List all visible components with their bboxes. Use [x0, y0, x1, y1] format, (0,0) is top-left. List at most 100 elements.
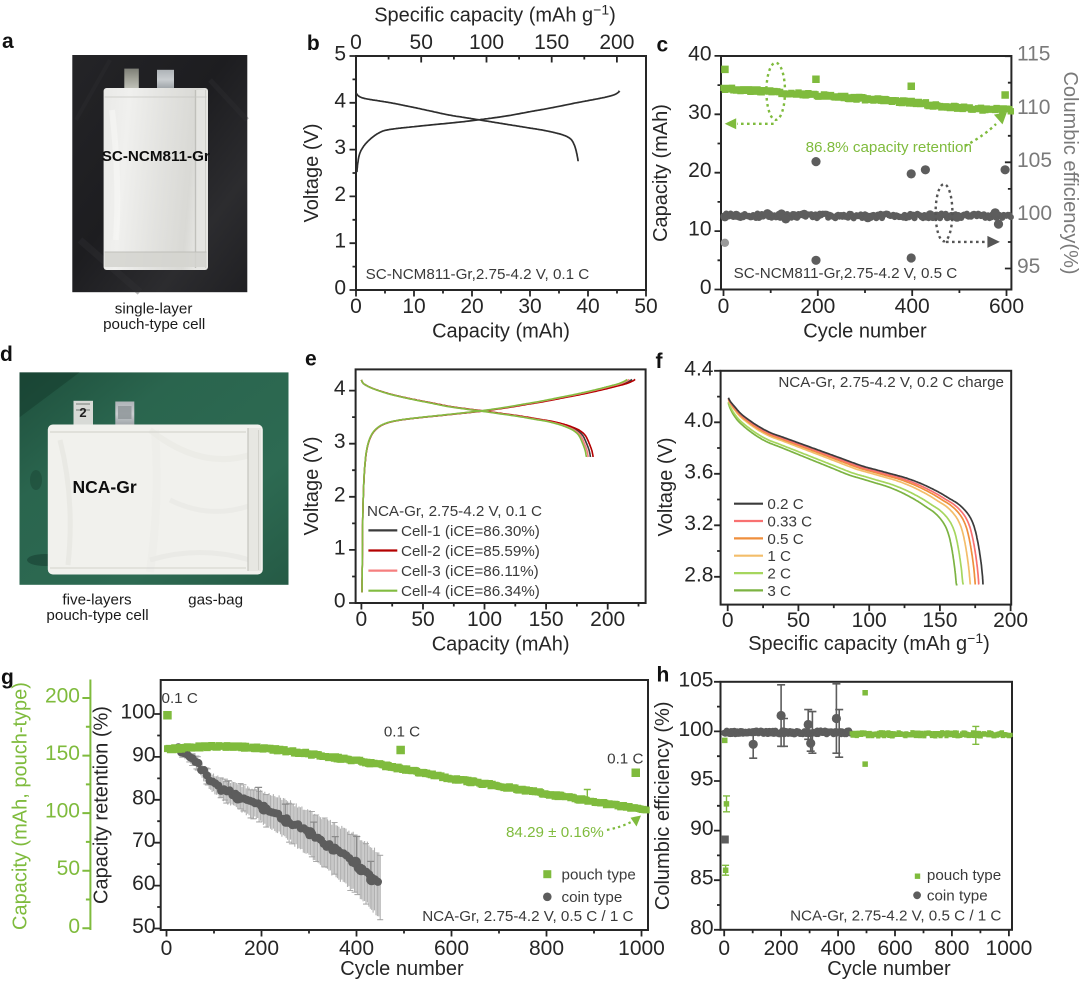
svg-text:0: 0 [356, 608, 368, 631]
svg-text:0: 0 [68, 915, 80, 938]
svg-text:50: 50 [787, 609, 810, 632]
svg-text:85: 85 [690, 867, 713, 890]
svg-text:e: e [305, 348, 317, 371]
svg-text:100: 100 [45, 800, 80, 823]
svg-text:100: 100 [678, 718, 713, 741]
svg-text:200: 200 [599, 31, 634, 54]
svg-text:5: 5 [334, 43, 346, 66]
svg-text:50: 50 [634, 295, 657, 318]
svg-text:50: 50 [132, 915, 155, 938]
svg-text:pouch-type cell: pouch-type cell [46, 607, 148, 624]
svg-text:600: 600 [989, 295, 1024, 318]
svg-text:3.2: 3.2 [684, 512, 713, 535]
svg-text:SC-NCM811-Gr,2.75-4.2 V, 0.5 C: SC-NCM811-Gr,2.75-4.2 V, 0.5 C [734, 265, 958, 282]
svg-text:50: 50 [57, 857, 80, 880]
svg-text:Columbic efficiency (%): Columbic efficiency (%) [652, 702, 674, 911]
svg-text:150: 150 [534, 31, 569, 54]
svg-text:84.29 ± 0.16%: 84.29 ± 0.16% [506, 824, 604, 841]
svg-text:40: 40 [688, 42, 711, 65]
svg-text:4: 4 [334, 89, 346, 112]
svg-text:Capacity (mAh): Capacity (mAh) [432, 321, 570, 343]
svg-text:600: 600 [434, 937, 469, 960]
svg-text:Columbic efficiency(%): Columbic efficiency(%) [1059, 71, 1080, 274]
svg-text:a: a [2, 30, 14, 53]
svg-text:115: 115 [1017, 43, 1050, 66]
svg-text:100: 100 [120, 701, 155, 724]
svg-text:3: 3 [334, 430, 346, 453]
svg-text:Cell-2 (iCE=85.59%): Cell-2 (iCE=85.59%) [401, 543, 540, 560]
svg-text:Specific capacity (mAh g−1): Specific capacity (mAh g−1) [748, 630, 990, 655]
svg-text:50: 50 [410, 31, 433, 54]
svg-text:80: 80 [132, 786, 155, 809]
svg-text:coin type: coin type [927, 888, 988, 905]
svg-text:200: 200 [45, 685, 80, 708]
svg-text:Capacity (mAh, pouch-type): Capacity (mAh, pouch-type) [10, 682, 32, 930]
svg-text:NCA-Gr: NCA-Gr [73, 477, 137, 497]
svg-text:86.8% capacity retention: 86.8% capacity retention [806, 139, 972, 156]
svg-text:150: 150 [45, 742, 80, 765]
svg-text:pouch type: pouch type [927, 867, 1001, 884]
svg-text:3: 3 [334, 136, 346, 159]
svg-text:20: 20 [460, 295, 483, 318]
svg-text:0: 0 [350, 31, 362, 54]
svg-text:Capacity (mAh): Capacity (mAh) [432, 634, 570, 656]
svg-text:0.5 C: 0.5 C [767, 531, 803, 548]
svg-text:Voltage (V): Voltage (V) [655, 438, 677, 537]
svg-text:200: 200 [244, 937, 279, 960]
svg-text:coin type: coin type [562, 889, 623, 906]
svg-text:800: 800 [934, 937, 969, 960]
svg-text:Cell-1 (iCE=86.30%): Cell-1 (iCE=86.30%) [401, 523, 540, 540]
svg-text:0: 0 [334, 590, 346, 613]
svg-text:2: 2 [334, 183, 346, 206]
svg-text:60: 60 [132, 872, 155, 895]
svg-text:SC-NCM811-Gr,2.75-4.2 V, 0.1 C: SC-NCM811-Gr,2.75-4.2 V, 0.1 C [366, 266, 590, 283]
svg-text:NCA-Gr, 2.75-4.2 V, 0.1 C: NCA-Gr, 2.75-4.2 V, 0.1 C [367, 503, 542, 520]
svg-text:90: 90 [690, 817, 713, 840]
svg-text:105: 105 [1017, 149, 1052, 172]
svg-text:five-layers: five-layers [62, 591, 132, 608]
svg-text:NCA-Gr, 2.75-4.2 V, 0.2 C char: NCA-Gr, 2.75-4.2 V, 0.2 C charge [778, 374, 1004, 391]
svg-text:f: f [656, 350, 664, 373]
svg-text:80: 80 [690, 916, 713, 939]
svg-text:40: 40 [576, 295, 599, 318]
svg-text:4.0: 4.0 [684, 409, 713, 432]
svg-text:50: 50 [411, 608, 434, 631]
svg-text:Specific capacity (mAh g−1): Specific capacity (mAh g−1) [374, 2, 616, 27]
svg-text:2.8: 2.8 [684, 563, 713, 586]
svg-text:1: 1 [334, 536, 346, 559]
svg-text:200: 200 [800, 295, 835, 318]
svg-text:2: 2 [334, 483, 346, 506]
svg-text:Voltage (V): Voltage (V) [301, 437, 323, 536]
svg-text:Cycle number: Cycle number [803, 321, 927, 343]
svg-text:SC-NCM811-Gr: SC-NCM811-Gr [102, 148, 210, 165]
svg-text:h: h [657, 663, 670, 686]
svg-text:Voltage (V): Voltage (V) [301, 124, 323, 223]
svg-text:0: 0 [722, 609, 734, 632]
svg-text:110: 110 [1017, 96, 1050, 119]
svg-text:1000: 1000 [618, 937, 665, 960]
svg-text:10: 10 [402, 295, 425, 318]
svg-text:Cell-4 (iCE=86.34%): Cell-4 (iCE=86.34%) [401, 583, 540, 600]
svg-text:NCA-Gr, 2.75-4.2 V, 0.5 C / 1: NCA-Gr, 2.75-4.2 V, 0.5 C / 1 C [422, 908, 633, 925]
svg-text:4.4: 4.4 [684, 357, 714, 380]
svg-text:30: 30 [518, 295, 541, 318]
svg-text:100: 100 [852, 609, 887, 632]
svg-text:100: 100 [469, 31, 504, 54]
svg-text:600: 600 [877, 937, 912, 960]
svg-text:0: 0 [700, 276, 712, 299]
svg-text:90: 90 [132, 743, 155, 766]
svg-text:Capacity retention (%): Capacity retention (%) [90, 706, 112, 904]
svg-text:70: 70 [132, 829, 155, 852]
svg-text:0.1 C: 0.1 C [607, 750, 643, 767]
svg-text:Cycle number: Cycle number [340, 958, 464, 980]
svg-text:1 C: 1 C [767, 548, 791, 565]
svg-text:100: 100 [1017, 202, 1052, 225]
svg-text:Cycle number: Cycle number [827, 958, 951, 980]
svg-text:200: 200 [993, 609, 1028, 632]
svg-text:100: 100 [467, 608, 502, 631]
svg-text:0: 0 [718, 937, 730, 960]
svg-text:20: 20 [688, 159, 711, 182]
svg-text:3.6: 3.6 [684, 460, 713, 483]
svg-text:1000: 1000 [986, 937, 1033, 960]
svg-text:2: 2 [79, 405, 86, 420]
